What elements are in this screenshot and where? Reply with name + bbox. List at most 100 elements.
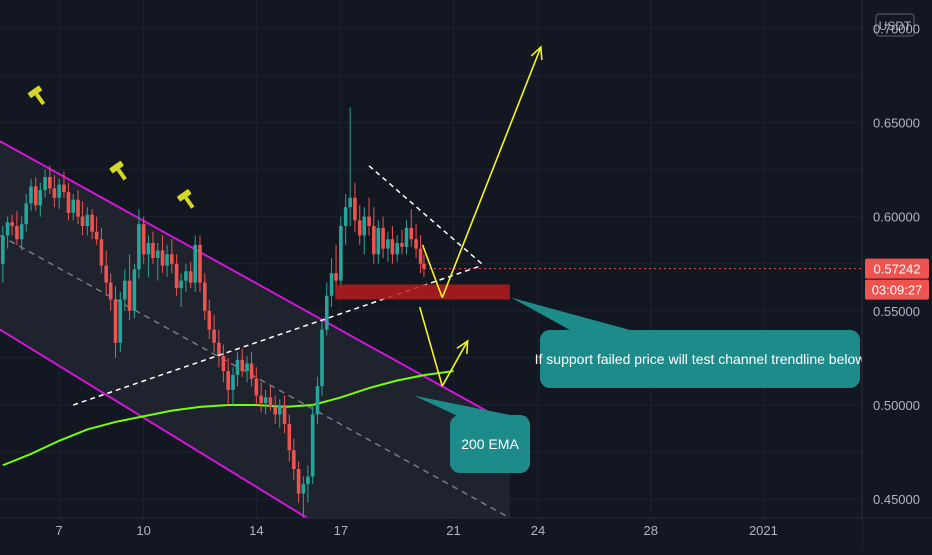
candle[interactable] [127, 254, 132, 321]
candle[interactable] [357, 205, 362, 245]
candle[interactable] [301, 476, 306, 518]
candle[interactable] [277, 399, 282, 428]
candle[interactable] [245, 356, 249, 383]
candle[interactable] [324, 282, 329, 336]
candle-body [212, 329, 216, 343]
candle[interactable] [104, 250, 108, 296]
channel-lower-line [0, 328, 308, 519]
candle[interactable] [52, 175, 57, 208]
candle[interactable] [268, 386, 273, 411]
candle[interactable] [198, 235, 202, 292]
candle[interactable] [90, 209, 94, 240]
candle[interactable] [118, 291, 123, 353]
candle[interactable] [43, 169, 47, 198]
candle[interactable] [320, 320, 324, 396]
candle[interactable] [207, 299, 212, 340]
candle[interactable] [99, 227, 104, 274]
candle[interactable] [132, 263, 137, 319]
candle[interactable] [263, 389, 268, 415]
candle[interactable] [29, 178, 33, 211]
candle[interactable] [38, 182, 43, 217]
currency-badge[interactable] [875, 13, 915, 37]
candle[interactable] [310, 404, 315, 485]
candle[interactable] [184, 263, 188, 292]
candle[interactable] [422, 254, 426, 277]
candle[interactable] [174, 254, 179, 296]
candle[interactable] [418, 235, 423, 274]
candle[interactable] [353, 182, 357, 232]
candle[interactable] [94, 216, 99, 245]
candle[interactable] [202, 273, 207, 321]
candle[interactable] [155, 242, 160, 281]
candle[interactable] [329, 258, 334, 308]
candle[interactable] [160, 235, 165, 274]
candle[interactable] [122, 269, 127, 311]
candle[interactable] [141, 216, 146, 264]
candle[interactable] [217, 329, 221, 368]
candle[interactable] [108, 273, 113, 311]
candle[interactable] [62, 171, 66, 198]
candle[interactable] [381, 216, 385, 259]
candle[interactable] [240, 348, 245, 377]
candle[interactable] [249, 352, 254, 387]
candle[interactable] [254, 367, 259, 405]
candle[interactable] [273, 395, 278, 424]
candle[interactable] [395, 235, 399, 262]
candle[interactable] [348, 107, 352, 227]
candle[interactable] [212, 314, 216, 353]
candle[interactable] [339, 216, 343, 289]
candle[interactable] [15, 210, 19, 245]
candle[interactable] [400, 229, 404, 255]
candle[interactable] [414, 224, 418, 259]
candle[interactable] [1, 226, 5, 283]
candle[interactable] [292, 438, 296, 481]
candle[interactable] [221, 344, 226, 383]
time-axis[interactable]: 7 10 14 17 21 24 28 2021 [0, 517, 932, 550]
candle[interactable] [113, 286, 118, 358]
candle[interactable] [235, 352, 240, 387]
support-zone[interactable] [335, 284, 510, 300]
candle[interactable] [315, 376, 320, 424]
candle[interactable] [193, 235, 198, 292]
candle[interactable] [71, 194, 76, 221]
candle[interactable] [66, 182, 71, 221]
candle[interactable] [334, 244, 338, 292]
candle[interactable] [10, 214, 14, 236]
candle[interactable] [19, 216, 24, 251]
candle[interactable] [5, 216, 10, 249]
candle[interactable] [151, 231, 155, 264]
candle[interactable] [85, 207, 90, 236]
candle[interactable] [48, 165, 52, 195]
candle[interactable] [80, 201, 85, 236]
candle[interactable] [137, 209, 141, 279]
candle[interactable] [306, 465, 310, 503]
candle[interactable] [282, 395, 287, 434]
candle[interactable] [390, 226, 395, 264]
candle[interactable] [296, 461, 301, 503]
candle[interactable] [76, 190, 80, 225]
candle[interactable] [188, 261, 193, 289]
candle[interactable] [404, 220, 409, 255]
candle-body [188, 271, 193, 283]
candle-body [329, 273, 334, 296]
candle[interactable] [362, 207, 367, 255]
candle[interactable] [33, 177, 38, 211]
candle[interactable] [57, 178, 61, 210]
candle[interactable] [165, 244, 169, 277]
candle[interactable] [287, 414, 292, 462]
candle[interactable] [376, 220, 381, 264]
candle[interactable] [24, 194, 28, 232]
candle[interactable] [226, 357, 230, 405]
candle[interactable] [146, 235, 151, 277]
candle[interactable] [343, 194, 348, 245]
candle[interactable] [170, 239, 174, 274]
candle[interactable] [367, 197, 371, 236]
candle[interactable] [231, 367, 235, 405]
candle[interactable] [259, 382, 263, 413]
candle[interactable] [386, 231, 390, 262]
candle[interactable] [409, 209, 414, 247]
candle[interactable] [179, 273, 183, 308]
candle[interactable] [372, 207, 376, 264]
